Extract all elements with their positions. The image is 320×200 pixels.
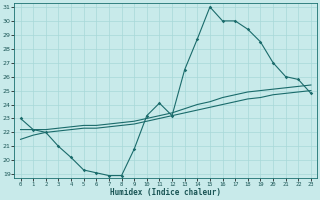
X-axis label: Humidex (Indice chaleur): Humidex (Indice chaleur) [110, 188, 221, 197]
